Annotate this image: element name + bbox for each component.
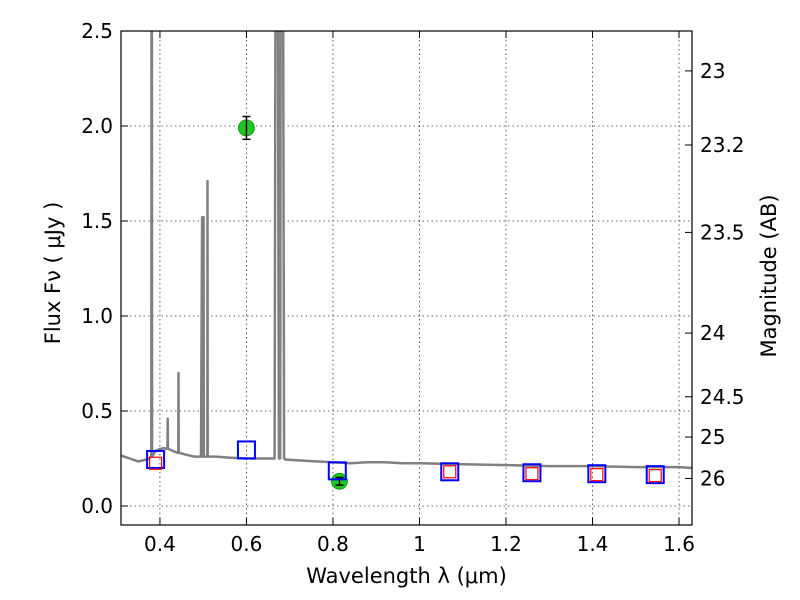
model-point-blue [645,465,665,485]
x-tick-label: 1.2 [490,532,522,556]
x-tick-label: 1 [413,532,426,556]
right-tick-label: 25 [700,425,725,449]
right-tick-label: 26 [700,466,725,490]
right-tick-label: 23.5 [700,220,745,244]
x-tick-label: 0.4 [144,532,176,556]
model-point-blue [146,449,166,469]
plot-frame [120,30,693,526]
y-tick-label: 1.0 [81,304,113,328]
x-axis-label: Wavelength λ (μm) [306,564,507,588]
model-point-blue [440,462,460,482]
y-tick-label: 1.5 [81,209,113,233]
model-point-blue [522,463,542,483]
model-point-red [149,456,163,470]
model-point-red [525,467,539,481]
right-tick-label: 24.5 [700,385,745,409]
right-tick-label: 24 [700,321,725,345]
y-tick-label: 2.0 [81,114,113,138]
y-tick-label: 2.5 [81,19,113,43]
tick-layer: 0.4 0.6 0.8 1 1.2 1.4 1.6 0.0 0.5 1.0 1.5 2.0 2.5 23 2… [81,19,744,556]
right-tick-label: 23 [700,59,725,83]
x-tick-label: 0.8 [317,532,349,556]
y-tick-label: 0.0 [81,494,113,518]
model-point-red [648,469,662,483]
model-point-red [443,465,457,479]
data-layer [121,31,692,490]
model-point-blue [587,464,607,484]
model-point-red [590,468,604,482]
x-tick-label: 0.6 [231,532,263,556]
y-axis-label: Flux Fν ( μJy ) [41,202,65,345]
model-point-blue [236,440,256,460]
model-point-blue [327,461,347,481]
right-tick-label: 23.2 [700,133,745,157]
sed-model-line [121,31,692,470]
x-tick-label: 1.6 [663,532,695,556]
y-tick-label: 0.5 [81,399,113,423]
right-axis-label: Magnitude (AB) [757,194,781,357]
x-tick-label: 1.4 [577,532,609,556]
